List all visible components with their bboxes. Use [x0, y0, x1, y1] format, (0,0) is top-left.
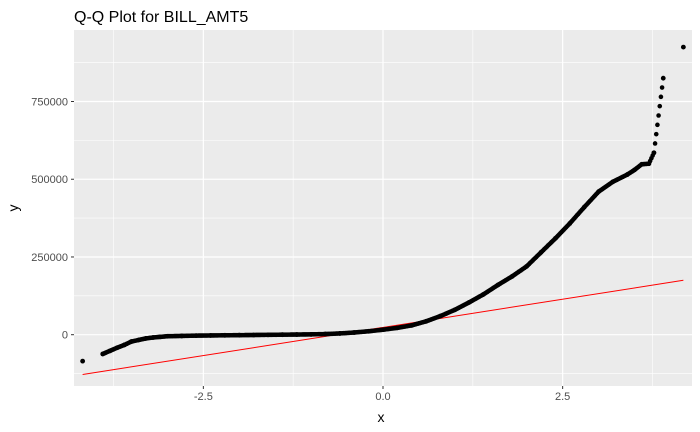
- x-tick-label: 0.0: [375, 391, 390, 403]
- data-point: [193, 333, 199, 339]
- data-point: [652, 141, 658, 146]
- y-tick-label: 750000: [31, 97, 68, 109]
- data-point: [658, 94, 664, 100]
- data-point: [323, 331, 328, 337]
- data-point: [656, 113, 661, 118]
- data-point: [208, 333, 213, 338]
- major-gridlines: [74, 30, 692, 386]
- x-axis-title: x: [378, 409, 385, 425]
- data-point: [150, 335, 156, 340]
- data-point: [165, 333, 170, 339]
- chart-title: Q-Q Plot for BILL_AMT5: [74, 9, 248, 26]
- data-point: [657, 103, 663, 109]
- data-point: [509, 273, 515, 279]
- data-point: [553, 235, 558, 241]
- data-point: [136, 337, 142, 343]
- data-point: [538, 249, 544, 255]
- x-tick-label: -2.5: [194, 391, 213, 403]
- data-point: [655, 122, 660, 128]
- data-point: [143, 336, 149, 341]
- data-point: [107, 348, 113, 354]
- data-point: [337, 331, 343, 336]
- data-point: [380, 327, 386, 333]
- data-point: [351, 330, 357, 335]
- y-axis-ticks: 0 250000 500000 750000: [31, 97, 74, 342]
- data-point: [596, 189, 601, 195]
- data-point: [680, 44, 686, 50]
- data-point: [121, 342, 127, 348]
- data-point: [610, 179, 616, 185]
- data-point: [651, 150, 657, 156]
- data-point: [466, 299, 472, 305]
- data-point: [114, 345, 120, 351]
- data-points: [80, 44, 686, 364]
- data-point: [481, 291, 487, 297]
- data-point: [265, 332, 271, 338]
- data-point: [653, 131, 659, 137]
- y-tick-label: 500000: [31, 174, 68, 186]
- data-point: [409, 322, 415, 328]
- x-axis-ticks: -2.5 0.0 2.5: [194, 386, 570, 403]
- data-point: [632, 167, 637, 173]
- data-point: [646, 161, 652, 167]
- data-point: [495, 282, 501, 288]
- data-point: [624, 172, 630, 177]
- y-axis-title: y: [5, 205, 21, 212]
- data-point: [452, 307, 458, 313]
- data-point: [279, 332, 285, 338]
- data-point: [660, 75, 666, 81]
- data-point: [438, 313, 443, 319]
- data-point: [524, 263, 530, 269]
- y-tick-label: 250000: [31, 252, 68, 264]
- data-point: [394, 325, 400, 331]
- data-point: [179, 333, 185, 339]
- data-point: [236, 332, 242, 338]
- data-point: [423, 318, 429, 324]
- data-point: [80, 358, 86, 364]
- y-tick-label: 0: [62, 330, 68, 342]
- data-point: [157, 334, 163, 340]
- data-point: [581, 204, 587, 210]
- data-point: [100, 351, 106, 357]
- x-tick-label: 2.5: [555, 391, 570, 403]
- data-point: [567, 220, 573, 226]
- data-point: [639, 161, 645, 167]
- data-point: [251, 332, 257, 338]
- data-point: [294, 332, 300, 337]
- data-point: [659, 85, 665, 90]
- data-point: [308, 331, 314, 337]
- data-point: [222, 332, 228, 338]
- data-point: [129, 339, 134, 344]
- data-point: [366, 328, 372, 334]
